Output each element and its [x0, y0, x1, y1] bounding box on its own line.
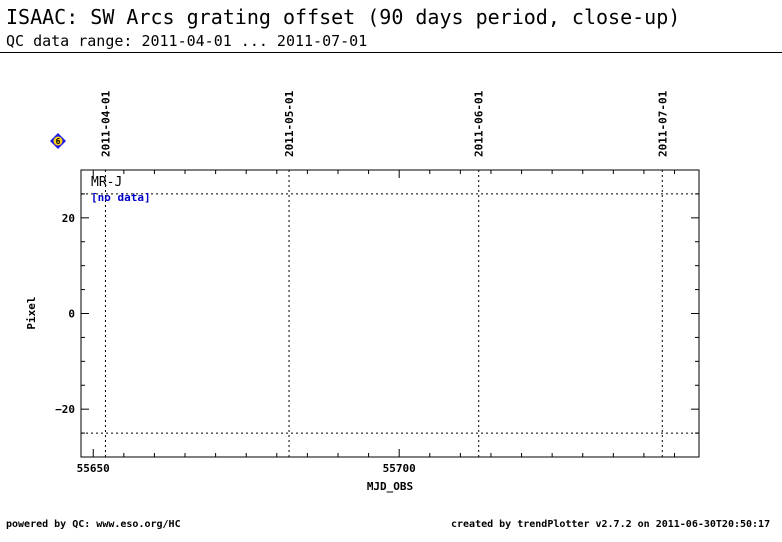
chart-title: ISAAC: SW Arcs grating offset (90 days p…	[6, 5, 681, 29]
header-divider	[0, 52, 782, 53]
footer-created-by: created by trendPlotter v2.7.2 on 2011-0…	[451, 519, 771, 530]
footer-powered-by: powered by QC: www.eso.org/HC	[6, 519, 181, 530]
badge-circle	[53, 136, 63, 146]
y-tick-label: −20	[55, 403, 75, 416]
y-axis-label: Pixel	[25, 296, 38, 329]
date-marker-label: 2011-06-01	[473, 90, 486, 157]
date-marker-label: 2011-04-01	[99, 90, 112, 157]
x-tick-label: 55650	[77, 462, 110, 475]
y-tick-label: 0	[68, 308, 75, 321]
plot-frame	[80, 169, 700, 458]
y-tick-label: 20	[62, 212, 75, 225]
plot-grid	[81, 170, 699, 457]
date-marker-label: 2011-07-01	[656, 90, 669, 157]
chart-subtitle: QC data range: 2011-04-01 ... 2011-07-01	[6, 32, 368, 50]
axis-tick-labels: 2011-04-01 2011-05-01 2011-06-01 2011-07-01…	[55, 90, 669, 475]
x-tick-label: 55700	[383, 462, 416, 475]
plot-count-badge-icon: 6	[50, 133, 66, 149]
panel-label: MR-J	[91, 175, 122, 190]
x-axis-label: MJD_OBS	[367, 480, 413, 493]
badge-label: 6	[56, 137, 61, 146]
no-data-label: [no data]	[91, 191, 151, 204]
axis-ticks	[81, 169, 699, 458]
date-marker-label: 2011-05-01	[283, 90, 296, 157]
